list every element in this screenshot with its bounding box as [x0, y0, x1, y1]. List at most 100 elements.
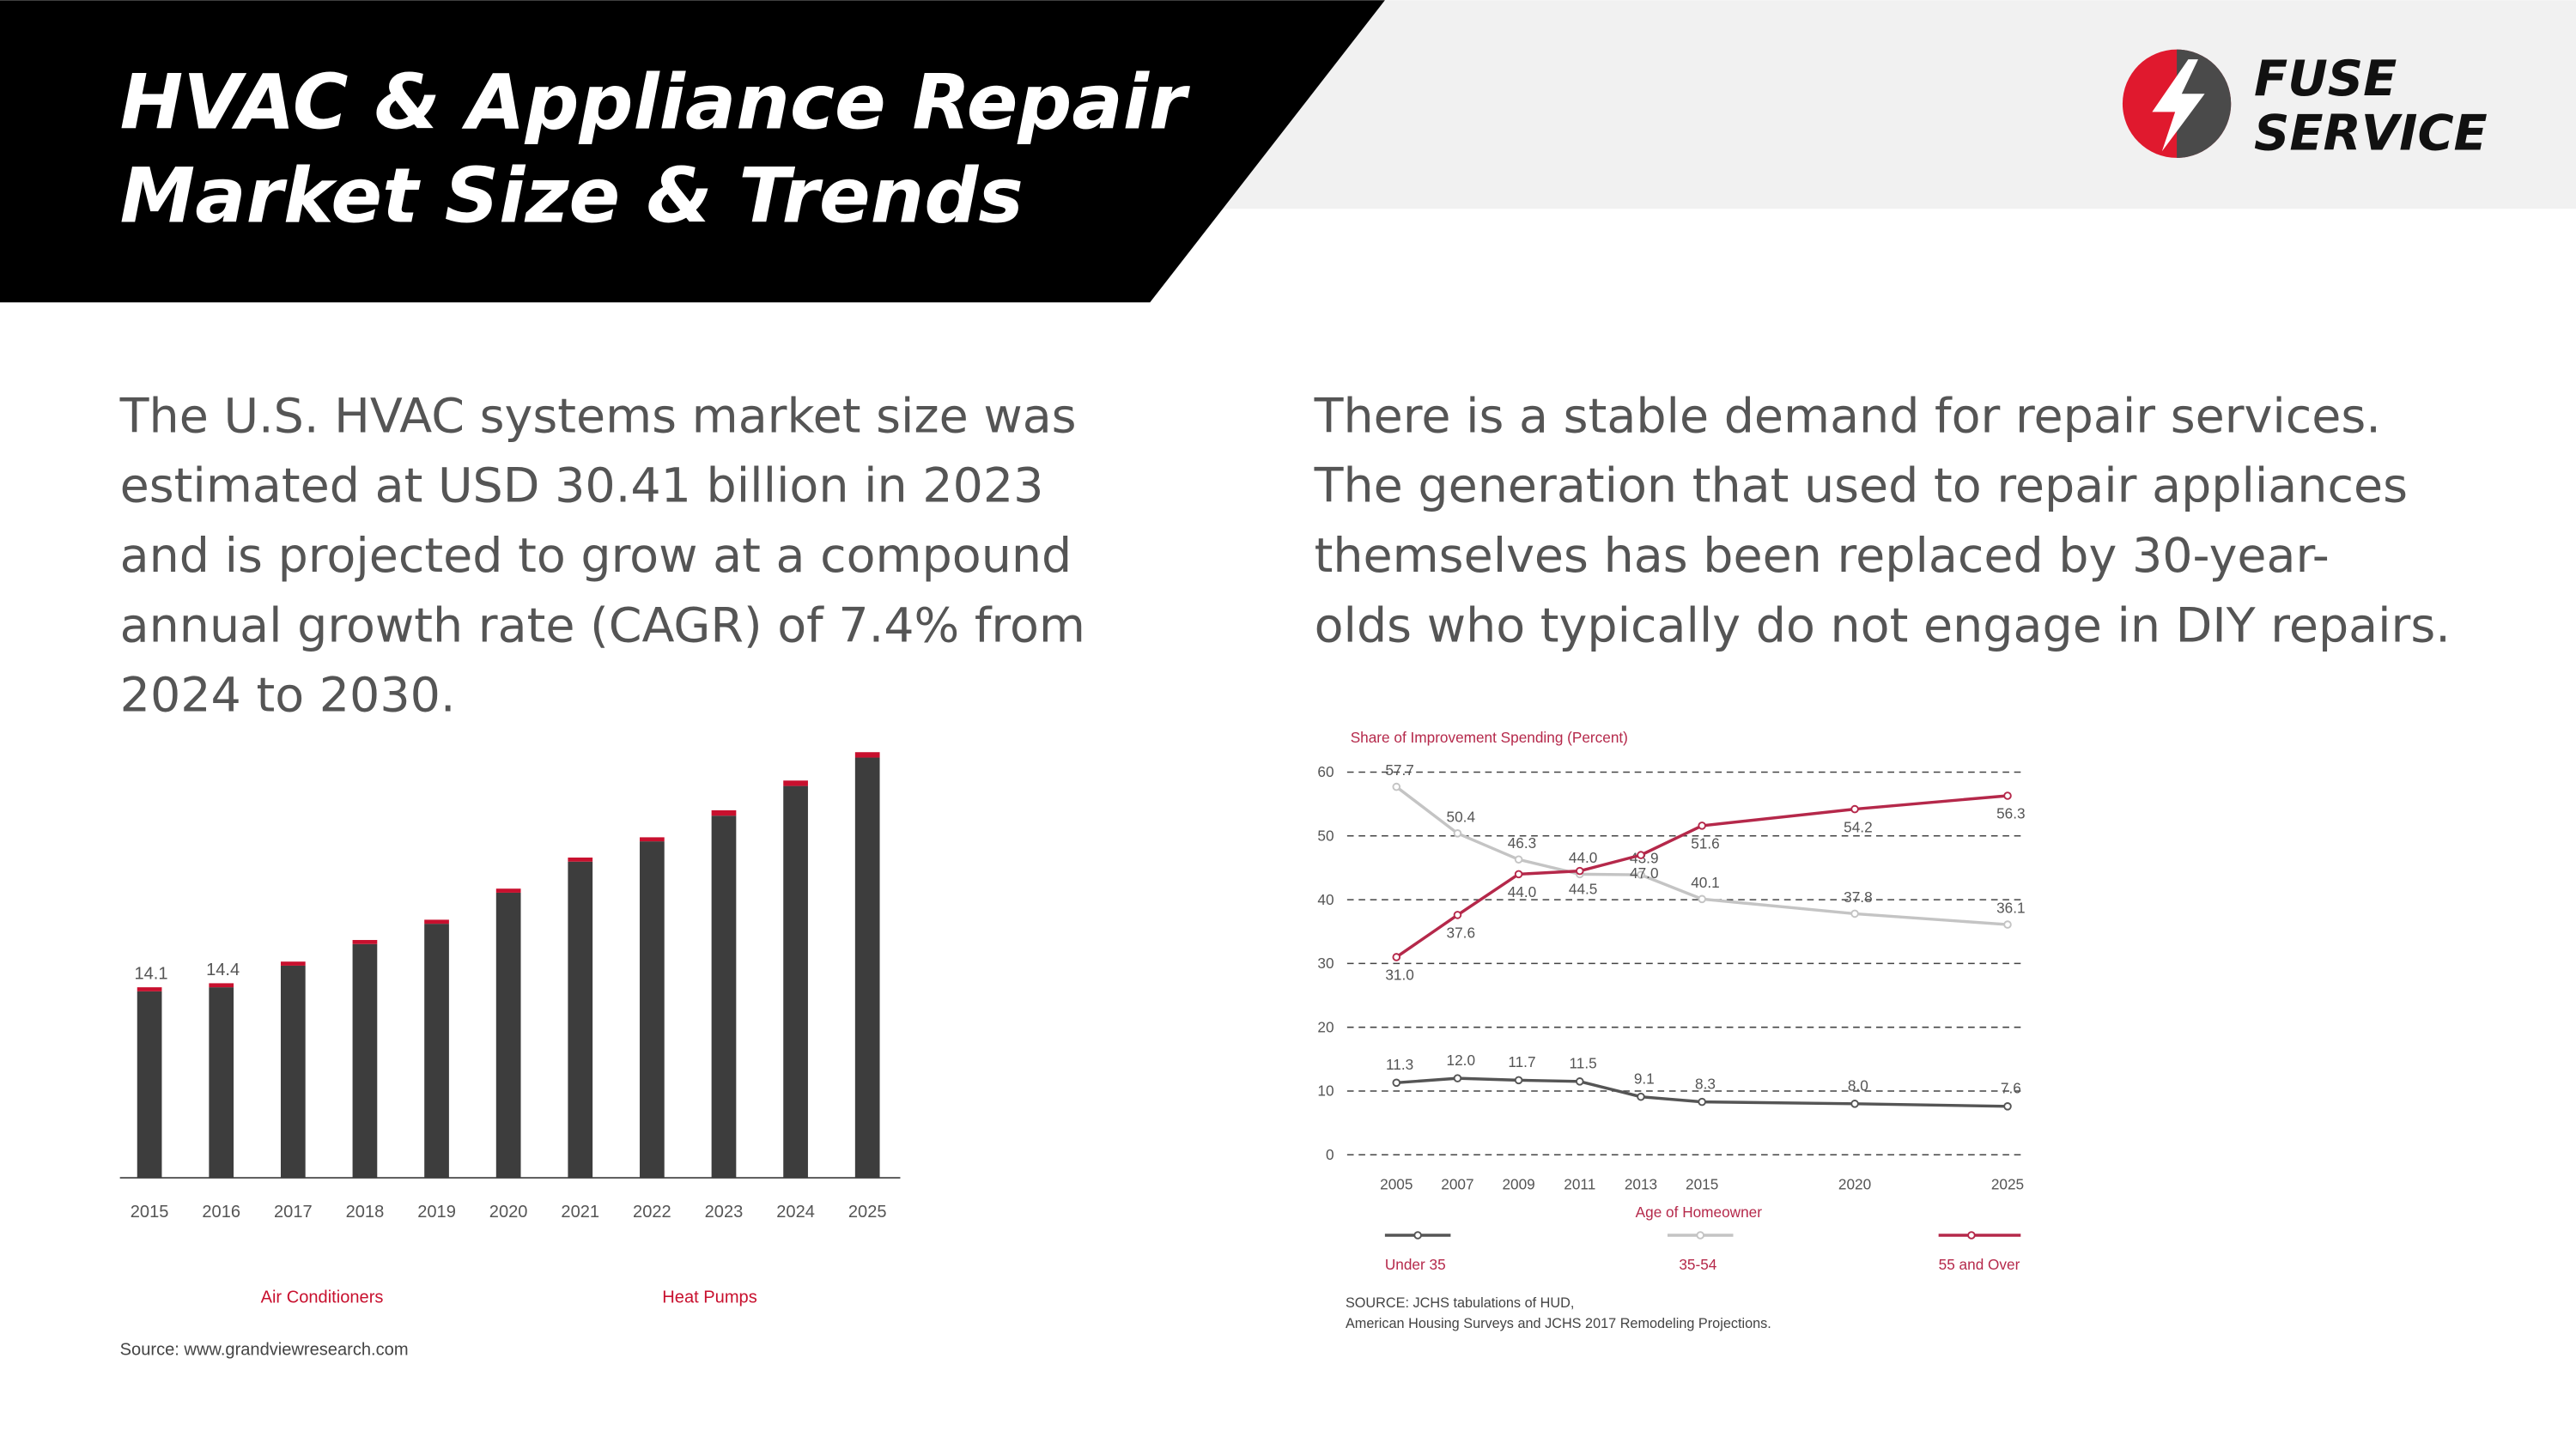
value-label: 54.2: [1844, 818, 1872, 835]
legend-label: Heat Pumps: [662, 1288, 756, 1307]
point: [1698, 1097, 1706, 1106]
value-label: 46.3: [1508, 834, 1536, 852]
bar-segment: [280, 965, 306, 1179]
total-label: 14.4: [206, 961, 240, 979]
value-label: 8.0: [1848, 1077, 1868, 1094]
title-line: HVAC & Appliance Repair: [120, 58, 1190, 146]
point: [1576, 1077, 1584, 1086]
point: [1514, 870, 1523, 879]
x-tick-label: 2020: [1838, 1175, 1871, 1192]
legend-label: Air Conditioners: [261, 1288, 384, 1307]
x-tick-label: 2017: [274, 1203, 313, 1222]
series-line: [1395, 794, 2008, 959]
value-label: 47.0: [1630, 864, 1658, 882]
value-label: 50.4: [1447, 808, 1476, 825]
x-tick-label: 2005: [1380, 1175, 1413, 1192]
point: [1392, 782, 1401, 791]
header-band: [1150, 0, 2576, 209]
point: [1453, 911, 1462, 919]
source: Source: www.grandviewresearch.com: [120, 1341, 409, 1360]
x-tick-label: 2018: [346, 1203, 385, 1222]
point: [1453, 829, 1462, 838]
value-label: 37.6: [1447, 925, 1475, 942]
legend-marker: [1413, 1231, 1422, 1240]
bar-segment: [209, 983, 234, 988]
y-tick-label: 50: [1317, 828, 1334, 845]
point: [1698, 822, 1706, 830]
point: [1637, 870, 1645, 879]
bar-segment: [711, 809, 737, 816]
point: [1514, 855, 1523, 864]
point: [1576, 866, 1584, 876]
paragraph-line: themselves has been replaced by 30-year-: [1315, 529, 2330, 584]
x-tick-label: 2021: [561, 1203, 599, 1222]
point: [1392, 1078, 1401, 1088]
x-tick-label: 2024: [776, 1203, 815, 1222]
bar-segment: [783, 780, 808, 786]
bar-segment: [137, 987, 162, 991]
point: [1850, 1100, 1859, 1108]
point: [1637, 1092, 1645, 1101]
paragraph-line: There is a stable demand for repair serv…: [1314, 389, 2381, 444]
series-line: [1396, 1076, 2008, 1108]
bar-segment: [640, 841, 665, 1179]
point: [2003, 791, 2012, 800]
point: [2003, 920, 2012, 929]
source: SOURCE: JCHS tabulations of HUD,: [1346, 1295, 1574, 1311]
value-label: 56.3: [1996, 805, 2025, 822]
bar-segment: [424, 924, 449, 1179]
value-label: 51.6: [1691, 835, 1719, 852]
legend-label: Under 35: [1385, 1256, 1446, 1273]
x-tick-label: 2013: [1625, 1175, 1657, 1192]
paragraph-line: 2024 to 2030.: [120, 669, 456, 724]
value-label: 44.0: [1508, 883, 1536, 900]
point: [2003, 1102, 2012, 1111]
header-bar: [0, 0, 1385, 303]
logo-text: SERVICE: [2254, 104, 2488, 161]
source: American Housing Surveys and JCHS 2017 R…: [1346, 1316, 1771, 1331]
x-tick-label: 2015: [1686, 1175, 1718, 1192]
bar-segment: [640, 837, 665, 842]
value-label: 11.3: [1386, 1056, 1413, 1073]
x-tick-label: 2025: [848, 1203, 887, 1222]
x-axis-title: Age of Homeowner: [1636, 1203, 1763, 1221]
paragraph-line: The U.S. HVAC systems market size was: [119, 389, 1077, 444]
bar-segment: [854, 757, 880, 1179]
bar-segment: [568, 858, 593, 862]
logo-text: FUSE: [2254, 50, 2397, 107]
point: [1850, 909, 1859, 919]
legend-marker: [1696, 1231, 1705, 1240]
x-tick-label: 2023: [705, 1203, 744, 1222]
bar-segment: [854, 752, 880, 758]
y-tick-label: 20: [1317, 1018, 1334, 1035]
series-line: [1395, 785, 2008, 926]
bar-segment: [495, 892, 521, 1179]
paragraph-line: and is projected to grow at a compound: [120, 529, 1072, 584]
paragraph-line: olds who typically do not engage in DIY …: [1315, 598, 2451, 653]
logo-bolt: [2152, 59, 2205, 152]
point: [1850, 804, 1859, 814]
x-tick-label: 2016: [202, 1203, 240, 1222]
y-tick-label: 0: [1326, 1146, 1334, 1163]
y-tick-label: 10: [1317, 1082, 1334, 1100]
bar-segment: [209, 987, 234, 1179]
bar-segment: [352, 943, 378, 1179]
y-axis-title: Share of Improvement Spending (Percent): [1351, 729, 1628, 746]
legend-label: 55 and Over: [1939, 1256, 2020, 1273]
bar-segment: [495, 888, 521, 893]
y-tick-label: 30: [1317, 955, 1334, 972]
paragraph-line: estimated at USD 30.41 billion in 2023: [120, 459, 1044, 514]
x-tick-label: 2019: [417, 1203, 456, 1222]
x-tick-label: 2020: [489, 1203, 528, 1222]
logo: FUSE SERVICE: [2122, 49, 2488, 161]
value-label: 11.5: [1570, 1055, 1597, 1072]
value-label: 11.7: [1508, 1053, 1535, 1070]
x-tick-label: 2022: [633, 1203, 671, 1222]
point: [1698, 894, 1706, 904]
bar-segment: [711, 815, 737, 1179]
bar-segment: [424, 919, 449, 925]
value-label: 12.0: [1447, 1052, 1475, 1069]
point: [1514, 1076, 1523, 1085]
